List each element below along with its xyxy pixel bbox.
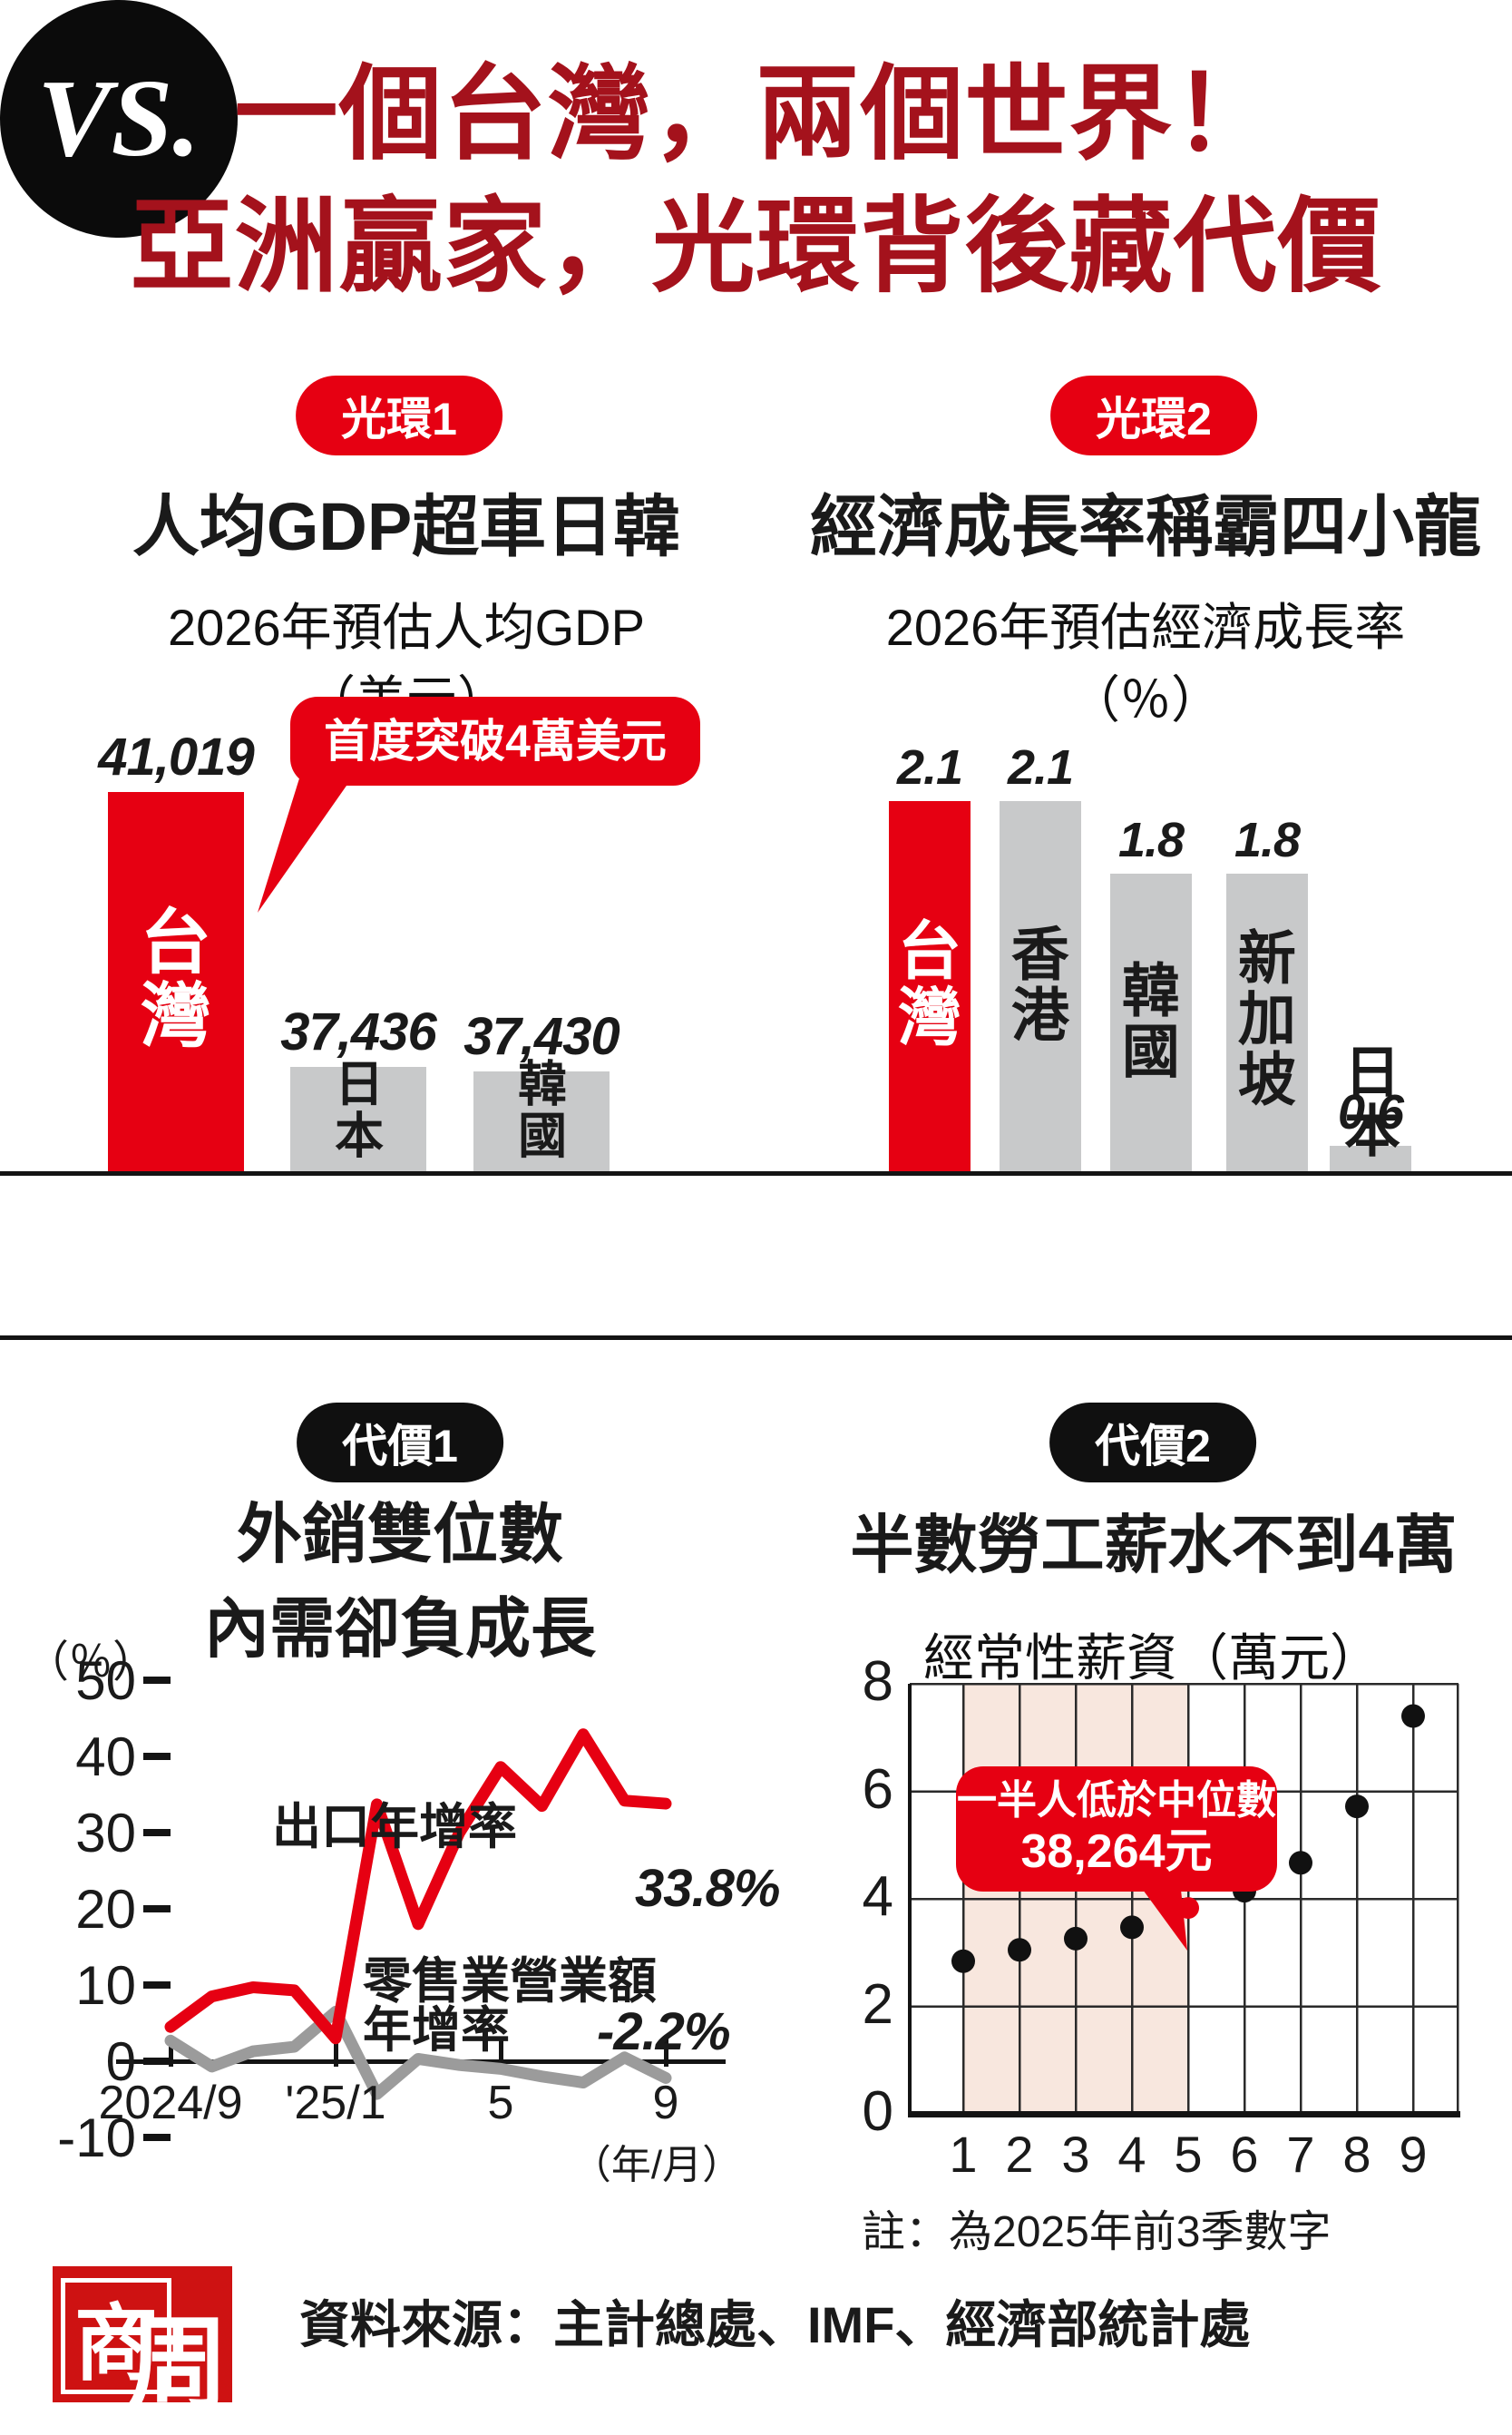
vs-text: VS.: [37, 57, 200, 180]
data-point: [1008, 1938, 1031, 1962]
retail-line: [164, 2005, 672, 2100]
bar: [1330, 1146, 1411, 1173]
separator-line-bottom: [0, 1335, 1512, 1340]
bar: [473, 1071, 610, 1173]
y-axis-tick-dash: [143, 1753, 171, 1760]
bar: [1226, 874, 1308, 1173]
data-point: [1345, 1794, 1369, 1819]
x-axis-tick: [334, 2038, 338, 2067]
separator-line-top: [0, 1171, 1512, 1176]
y-axis-tick-dash: [143, 1829, 171, 1836]
y-axis-tick-dash: [143, 1905, 171, 1912]
gdp-callout-tail: [258, 778, 346, 913]
x-axis-tick: [499, 2038, 503, 2067]
y-axis-tick-dash: [143, 1677, 171, 1684]
data-point: [1289, 1851, 1312, 1875]
h-gridline: [910, 1790, 1458, 1793]
y-axis-tick-dash: [143, 1981, 171, 1989]
x-axis: [908, 2111, 1460, 2117]
data-point: [1120, 1915, 1144, 1940]
x-axis-tick: [169, 2038, 173, 2067]
data-point: [1064, 1926, 1088, 1951]
vs-divider: VS.: [0, 0, 238, 238]
data-point: [1233, 1879, 1256, 1903]
median-callout-tail: [1143, 1890, 1187, 1951]
bar: [1000, 801, 1081, 1173]
export-line: [164, 1728, 672, 2045]
y-axis-tick-dash: [143, 2134, 171, 2141]
data-point: [1401, 1704, 1425, 1728]
bar: [889, 801, 971, 1173]
bar: [108, 792, 244, 1173]
y-axis-tick-dash: [143, 2058, 171, 2065]
data-point: [951, 1949, 975, 1973]
bar: [290, 1067, 426, 1173]
bar: [1110, 874, 1192, 1173]
h-gridline: [910, 1683, 1458, 1686]
x-axis-tick: [664, 2038, 668, 2067]
h-gridline: [910, 2005, 1458, 2008]
y-axis-spine: [908, 1684, 912, 2114]
